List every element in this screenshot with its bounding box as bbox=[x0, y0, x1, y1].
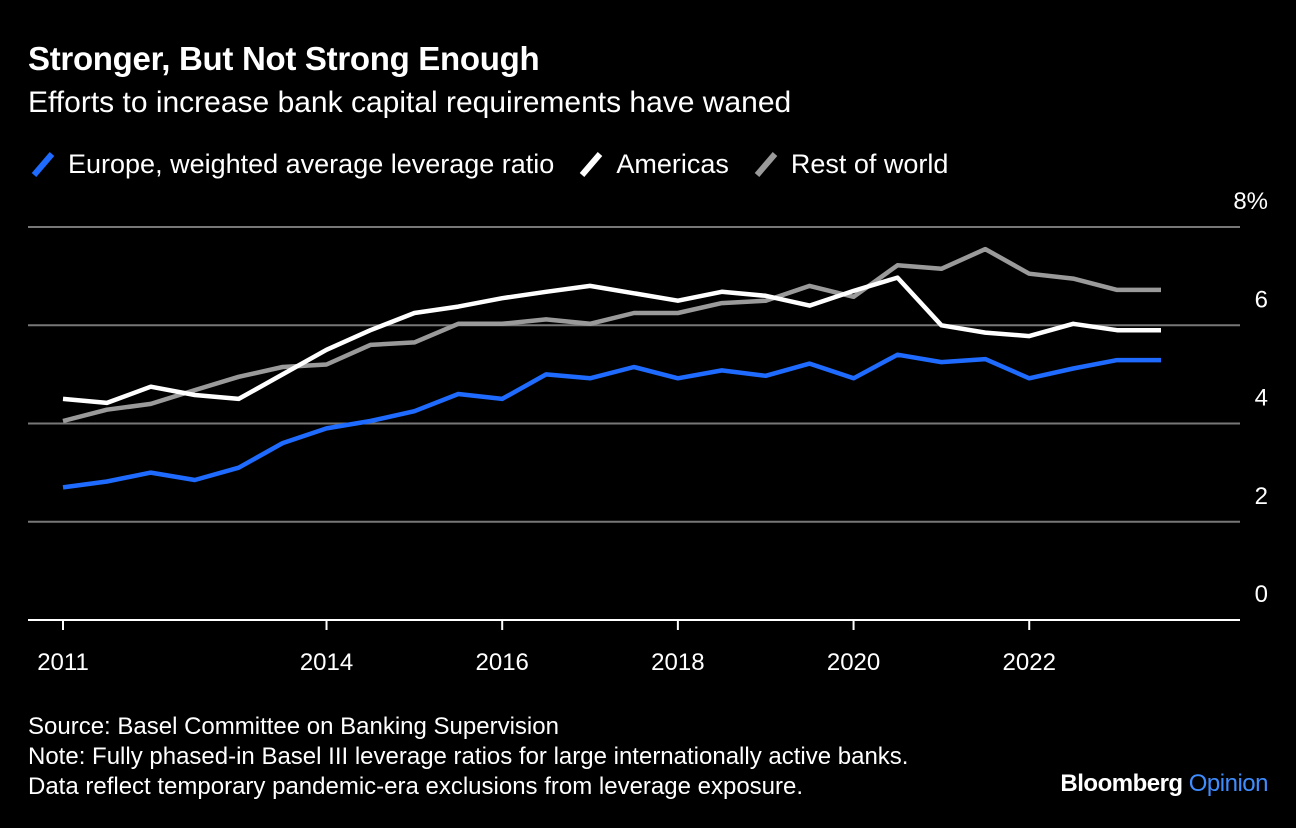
x-axis-ticks: 2011 2014 2016 2018 2020 2022 bbox=[37, 620, 1056, 676]
y-tick-label: 6 bbox=[1255, 286, 1268, 313]
chart-title: Stronger, But Not Strong Enough bbox=[28, 40, 540, 77]
gridlines bbox=[28, 226, 1240, 621]
x-tick-label: 2016 bbox=[476, 649, 529, 676]
legend-swatch-europe bbox=[31, 152, 55, 177]
series-lines bbox=[62, 246, 1161, 490]
y-tick-label: 8% bbox=[1233, 188, 1268, 215]
note-line-1: Note: Fully phased-in Basel III leverage… bbox=[28, 743, 909, 770]
legend-item-americas: Americas bbox=[576, 148, 729, 180]
legend-item-europe: Europe, weighted average leverage ratio bbox=[28, 148, 554, 180]
bloomberg-opinion-logo: Bloomberg Opinion bbox=[1060, 770, 1268, 798]
footnotes: Source: Basel Committee on Banking Super… bbox=[28, 712, 908, 802]
legend-label-europe: Europe, weighted average leverage ratio bbox=[68, 148, 555, 179]
legend-label-americas: Americas bbox=[616, 148, 729, 179]
y-tick-label: 4 bbox=[1255, 385, 1268, 412]
y-tick-label: 0 bbox=[1255, 581, 1268, 608]
legend-item-rest-of-world: Rest of world bbox=[751, 148, 949, 180]
series-line-rest-of-world bbox=[62, 246, 1161, 424]
legend-label-rest-of-world: Rest of world bbox=[790, 148, 949, 179]
legend-swatch-americas bbox=[580, 152, 603, 177]
brand-name: Bloomberg bbox=[1060, 770, 1183, 797]
x-tick-label: 2014 bbox=[300, 649, 353, 676]
source-note: Source: Basel Committee on Banking Super… bbox=[28, 713, 559, 740]
x-tick-label: 2011 bbox=[37, 649, 89, 676]
brand-suffix: Opinion bbox=[1188, 770, 1269, 797]
y-axis-ticks: 0 2 4 6 8% bbox=[1233, 188, 1268, 608]
legend: Europe, weighted average leverage ratio … bbox=[28, 146, 970, 182]
x-tick-label: 2022 bbox=[1003, 649, 1056, 676]
series-line-americas bbox=[62, 275, 1161, 406]
x-tick-label: 2018 bbox=[651, 649, 704, 676]
legend-swatch-rest-of-world bbox=[754, 152, 778, 177]
line-chart: 0 2 4 6 8% 2011 2014 2016 2018 2020 2022 bbox=[28, 188, 1268, 676]
x-tick-label: 2020 bbox=[827, 649, 880, 676]
chart-subtitle: Efforts to increase bank capital require… bbox=[28, 86, 792, 119]
y-tick-label: 2 bbox=[1255, 483, 1268, 510]
note-line-2: Data reflect temporary pandemic-era excl… bbox=[28, 773, 804, 800]
series-line-europe bbox=[62, 352, 1161, 490]
